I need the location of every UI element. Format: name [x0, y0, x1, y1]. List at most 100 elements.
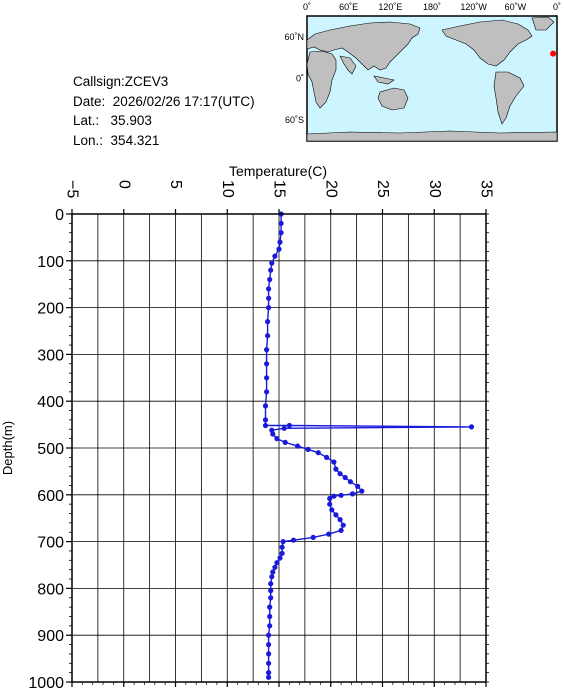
x-tick-label: 20	[322, 180, 339, 198]
land-antarctica	[306, 130, 558, 142]
profile-point	[272, 253, 278, 259]
profile-point	[262, 417, 269, 423]
y-tick-label: 500	[37, 441, 64, 458]
profile-point	[270, 431, 276, 437]
profile-point	[277, 239, 283, 245]
profile-point	[282, 439, 288, 445]
profile-point	[280, 539, 286, 545]
land-australia	[377, 87, 409, 111]
map-land	[306, 16, 558, 142]
profile-point	[268, 267, 274, 273]
land-south-america	[493, 71, 525, 125]
profile-point	[266, 670, 272, 676]
station-marker	[550, 50, 557, 57]
y-tick-label: 200	[37, 301, 64, 318]
x-axis-title: Temperature(C)	[229, 163, 327, 179]
profile-point	[266, 305, 272, 311]
profile-point	[265, 333, 271, 339]
y-tick-label: 1000	[28, 675, 64, 690]
map-lon-label: 60˚E	[339, 2, 358, 12]
x-tick-label: 10	[219, 180, 236, 198]
lon-value: 354.321	[110, 132, 160, 148]
land-africa	[306, 50, 337, 109]
profile-point	[338, 527, 344, 534]
y-tick-label: 300	[37, 347, 64, 364]
profile-point	[331, 493, 337, 499]
callsign-label: Callsign:	[73, 74, 125, 89]
profile-point	[262, 403, 269, 409]
lat-line: Lat.: 35.903	[73, 111, 255, 131]
profile-point	[274, 560, 280, 566]
map-lat-label: 60˚S	[285, 115, 304, 125]
land-greenland	[531, 16, 555, 31]
profile-point	[310, 534, 316, 541]
profile-point	[268, 588, 274, 594]
profile-point	[327, 495, 333, 502]
profile-point	[349, 491, 356, 497]
profile-point	[315, 450, 321, 456]
map-lon-labels: 0˚ 60˚E 120˚E 180˚ 120˚W 60˚W 0˚	[303, 2, 561, 12]
profile-point	[279, 550, 285, 556]
land-eurasia	[306, 21, 421, 71]
profile-point	[266, 295, 272, 301]
land-indonesia	[373, 75, 395, 85]
date-value: 2026/02/26 17:17(UTC)	[112, 93, 255, 109]
profile-point	[266, 642, 272, 648]
lon-label: Lon.:	[73, 132, 104, 148]
x-tick-label: −5	[64, 180, 81, 198]
x-tick-label: 30	[426, 180, 443, 198]
map-lat-label: 0˚	[296, 74, 304, 84]
station-info: Callsign:ZCEV3 Date: 2026/02/26 17:17(UT…	[73, 72, 255, 150]
profile-point	[267, 604, 273, 610]
x-tick-label: 25	[374, 180, 391, 198]
profile-point	[274, 436, 280, 442]
lat-label: Lat.:	[73, 113, 100, 128]
profile-point	[262, 422, 269, 429]
date-label: Date:	[73, 93, 106, 109]
profile-point	[340, 522, 346, 528]
y-axis-title: Depth(m)	[0, 421, 15, 475]
profile-point	[276, 246, 282, 252]
profile-point	[277, 555, 283, 561]
y-tick-label: 800	[37, 581, 64, 598]
callsign-value: ZCEV3	[124, 74, 169, 89]
profile-point	[295, 443, 301, 449]
profile-point	[264, 375, 270, 381]
temperature-profile	[262, 211, 475, 680]
profile-point	[329, 507, 335, 513]
profile-point	[290, 537, 297, 543]
profile-point	[324, 454, 330, 460]
map-lon-label: 120˚W	[460, 2, 487, 12]
y-tick-label: 400	[37, 394, 64, 411]
lat-value: 35.903	[110, 113, 152, 128]
profile-point	[264, 389, 270, 395]
profile-point	[272, 564, 278, 570]
map-lon-label: 0˚	[553, 2, 561, 12]
land-india	[339, 55, 357, 75]
profile-point	[337, 517, 343, 523]
x-tick-label: 5	[167, 180, 184, 189]
profile-point	[266, 660, 272, 666]
map-lon-label: 120˚E	[378, 2, 402, 12]
profile-point	[305, 446, 311, 452]
grid-lines	[66, 213, 487, 683]
profile-point	[266, 651, 272, 657]
profile-point	[264, 361, 270, 367]
world-map: 0˚ 60˚E 120˚E 180˚ 120˚W 60˚W 0˚ 60˚N 0˚ 60˚S	[284, 2, 561, 142]
map-lon-label: 60˚W	[505, 2, 527, 12]
profile-point	[355, 483, 361, 489]
profile-point	[266, 286, 272, 292]
profile-point	[264, 347, 270, 353]
profile-point	[269, 574, 275, 580]
profile-point	[347, 479, 353, 485]
land-north-america	[441, 19, 533, 67]
profile-point	[326, 531, 332, 537]
profile-point	[337, 471, 343, 477]
profile-point	[265, 319, 271, 325]
profile-point	[281, 425, 287, 431]
profile-point	[279, 544, 285, 550]
plot-frame	[71, 213, 487, 683]
profile-point	[327, 501, 333, 507]
map-lat-label: 60˚N	[284, 32, 304, 42]
